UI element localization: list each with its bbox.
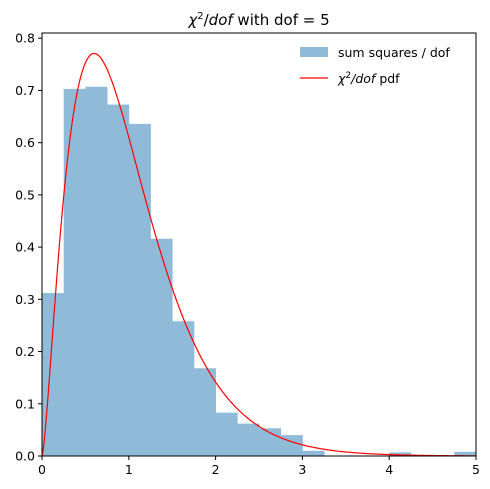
histogram-bars [42, 86, 477, 457]
legend-label-histogram: sum squares / dof [338, 45, 450, 60]
histogram-bar [193, 368, 216, 456]
y-tick-label: 0.4 [15, 240, 35, 255]
histogram-bar [128, 123, 151, 457]
histogram-bar [389, 452, 412, 456]
y-tick-label: 0.5 [15, 187, 35, 202]
x-axis: 0 1 2 3 4 5 [38, 456, 480, 477]
legend-swatch-histogram [300, 47, 328, 57]
chart-title: χ2/dof with dof = 5 [187, 11, 329, 29]
legend-label-curve: χ2/dof pdf [337, 71, 400, 86]
x-tick-label: 1 [125, 462, 133, 477]
histogram-bar [172, 321, 195, 456]
plot-frame [41, 32, 477, 457]
histogram-bar [215, 412, 238, 456]
y-axis: 0.0 0.1 0.2 0.3 0.4 0.5 0.6 0.7 0.8 [15, 31, 42, 464]
x-tick-label: 2 [212, 462, 220, 477]
pdf-curve [41, 52, 477, 457]
y-tick-label: 0.3 [15, 292, 35, 307]
legend: sum squares / dof χ2/dof pdf [300, 45, 450, 86]
y-tick-label: 0.8 [15, 31, 35, 46]
histogram-bar [150, 238, 173, 456]
x-tick-label: 4 [385, 462, 393, 477]
histogram-bar [302, 450, 325, 456]
y-tick-label: 0.2 [15, 344, 35, 359]
y-tick-label: 0.6 [15, 135, 35, 150]
histogram-bar [237, 423, 260, 456]
histogram-bar [107, 104, 130, 456]
y-tick-label: 0.0 [15, 449, 35, 464]
y-tick-label: 0.7 [15, 83, 35, 98]
histogram-bar [85, 86, 108, 456]
histogram-bar [454, 451, 477, 456]
x-tick-label: 0 [38, 462, 46, 477]
y-tick-label: 0.1 [15, 396, 35, 411]
histogram-bar [280, 435, 303, 456]
x-tick-label: 5 [472, 462, 480, 477]
histogram-bar [42, 293, 65, 456]
histogram-bar [63, 88, 86, 456]
x-tick-label: 3 [298, 462, 306, 477]
